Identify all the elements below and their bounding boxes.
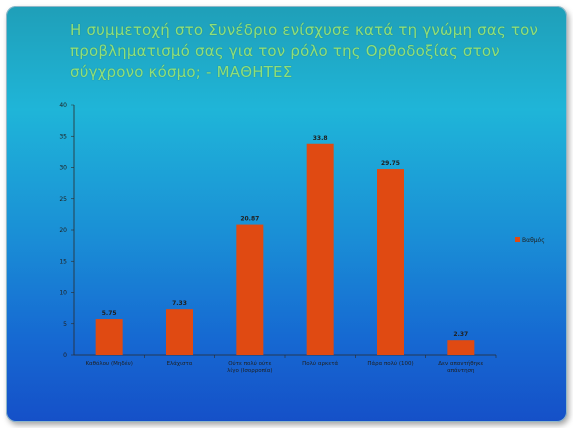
y-tick-label: 40 (59, 102, 67, 109)
bar (95, 319, 123, 355)
data-label: 29.75 (381, 160, 400, 167)
category-label: Δεν απαντήθηκε (438, 360, 483, 367)
y-tick-label: 20 (59, 227, 67, 234)
legend-label: Βαθμός (522, 237, 545, 244)
bar (306, 143, 334, 355)
category-label: Καθόλου (Μηδέν) (85, 360, 132, 367)
y-tick-label: 5 (63, 321, 67, 328)
category-label: λίγο (Ισορροπία) (227, 367, 272, 374)
bar (377, 169, 404, 355)
category-label: απάντηση (447, 367, 475, 374)
category-label: Πάρα πολύ (100) (367, 360, 413, 367)
y-tick-label: 15 (59, 258, 67, 265)
y-tick-label: 30 (59, 165, 67, 172)
slide-frame: Η συμμετοχή στο Συνέδριο ενίσχυσε κατά τ… (6, 6, 567, 422)
y-tick-label: 0 (63, 352, 67, 359)
chart-title: Η συμμετοχή στο Συνέδριο ενίσχυσε κατά τ… (70, 21, 539, 81)
data-label: 20.87 (240, 216, 259, 223)
data-label: 5.75 (102, 310, 117, 317)
legend-swatch (515, 237, 520, 242)
data-label: 7.33 (172, 300, 187, 307)
category-label: Ούτε πολύ ούτε (228, 360, 271, 367)
y-tick-label: 10 (59, 290, 67, 297)
y-tick-label: 35 (59, 133, 67, 140)
y-tick-label: 25 (59, 196, 67, 203)
bar (166, 309, 193, 355)
data-label: 33.8 (313, 135, 328, 142)
bar (447, 340, 475, 355)
category-label: Πολύ αρκετά (302, 360, 338, 367)
bar-chart: 0 5 10 15 20 25 30 35 40 5.75 Καθόλου (Μηδέν) 7.33 Ε… (59, 102, 545, 374)
category-label: Ελάχιστα (167, 360, 193, 367)
bar (236, 224, 264, 355)
data-label: 2.37 (453, 331, 468, 338)
